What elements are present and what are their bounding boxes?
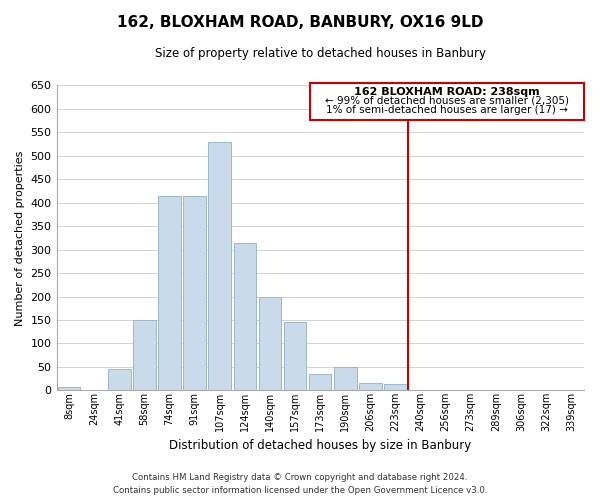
Bar xyxy=(309,374,331,390)
Bar xyxy=(108,370,131,390)
Text: 1% of semi-detached houses are larger (17) →: 1% of semi-detached houses are larger (1… xyxy=(326,104,568,115)
Bar xyxy=(58,386,80,390)
Text: 162, BLOXHAM ROAD, BANBURY, OX16 9LD: 162, BLOXHAM ROAD, BANBURY, OX16 9LD xyxy=(117,15,483,30)
Y-axis label: Number of detached properties: Number of detached properties xyxy=(15,150,25,326)
Bar xyxy=(158,196,181,390)
Bar xyxy=(184,196,206,390)
Bar xyxy=(334,367,356,390)
Bar xyxy=(384,384,407,390)
Text: Contains HM Land Registry data © Crown copyright and database right 2024.
Contai: Contains HM Land Registry data © Crown c… xyxy=(113,474,487,495)
Bar xyxy=(208,142,231,390)
FancyBboxPatch shape xyxy=(310,83,584,120)
X-axis label: Distribution of detached houses by size in Banbury: Distribution of detached houses by size … xyxy=(169,440,471,452)
Title: Size of property relative to detached houses in Banbury: Size of property relative to detached ho… xyxy=(155,48,485,60)
Bar xyxy=(359,384,382,390)
Bar xyxy=(284,322,307,390)
Text: 162 BLOXHAM ROAD: 238sqm: 162 BLOXHAM ROAD: 238sqm xyxy=(354,86,539,97)
Bar xyxy=(233,242,256,390)
Text: ← 99% of detached houses are smaller (2,305): ← 99% of detached houses are smaller (2,… xyxy=(325,96,569,106)
Bar xyxy=(259,296,281,390)
Bar xyxy=(133,320,155,390)
